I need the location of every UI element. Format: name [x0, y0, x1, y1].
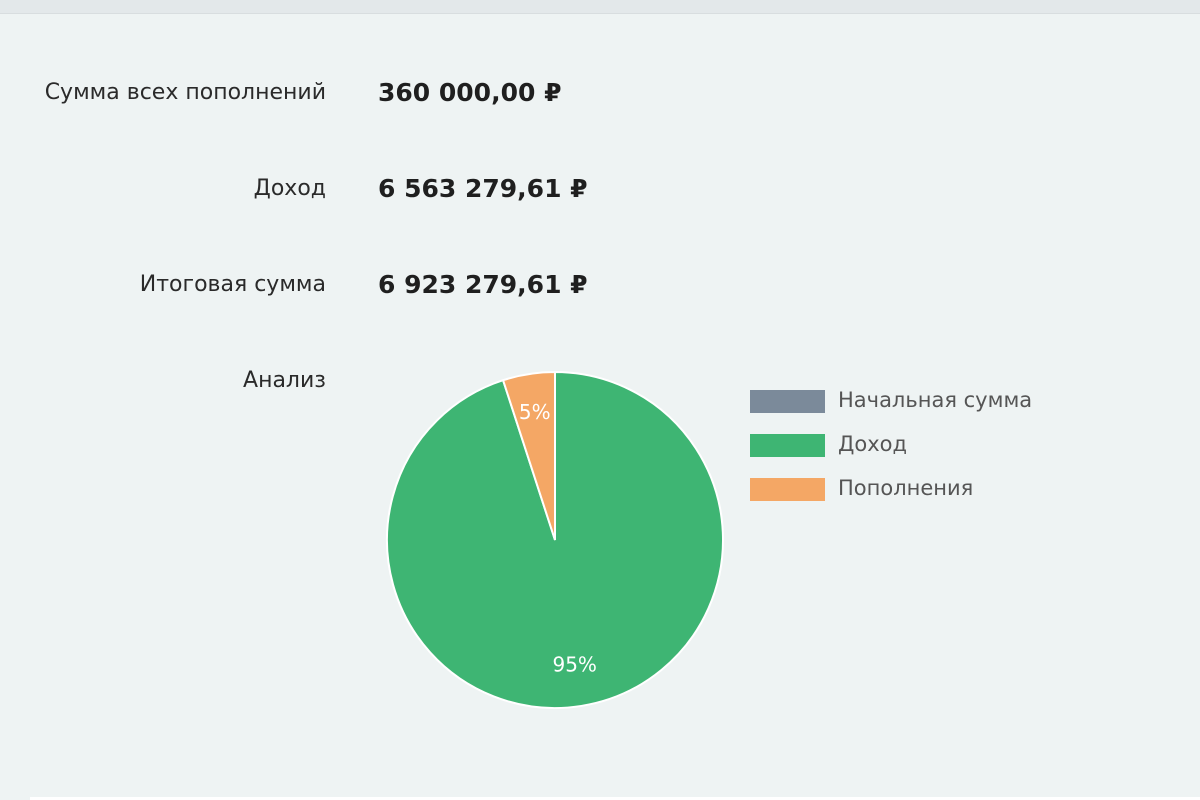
legend-swatch-2 [750, 478, 825, 501]
legend-item-2[interactable]: Пополнения [750, 476, 1050, 520]
top-strip [0, 0, 1200, 14]
pie-slice-label-2: 5% [519, 400, 551, 424]
deposits-value: 360 000,00 ₽ [378, 78, 562, 107]
legend-label-1: Доход [838, 432, 908, 456]
total-value: 6 923 279,61 ₽ [378, 270, 588, 299]
income-row: Доход 6 563 279,61 ₽ [0, 168, 1200, 208]
analysis-row: Анализ [0, 360, 1200, 400]
income-value: 6 563 279,61 ₽ [378, 174, 588, 203]
legend-item-0[interactable]: Начальная сумма [750, 388, 1050, 432]
deposits-label: Сумма всех пополнений [44, 80, 326, 105]
legend-item-1[interactable]: Доход [750, 432, 1050, 476]
bottom-divider [30, 797, 1200, 800]
legend-swatch-0 [750, 390, 825, 413]
total-row: Итоговая сумма 6 923 279,61 ₽ [0, 264, 1200, 304]
analysis-chart: 95% 5% Начальная сумма Доход Пополнения [380, 362, 1060, 722]
legend-label-2: Пополнения [838, 476, 974, 500]
chart-legend: Начальная сумма Доход Пополнения [750, 388, 1050, 520]
legend-label-0: Начальная сумма [838, 388, 1033, 412]
legend-swatch-1 [750, 434, 825, 457]
total-label: Итоговая сумма [139, 272, 326, 297]
deposits-row: Сумма всех пополнений 360 000,00 ₽ [0, 72, 1200, 112]
analysis-label: Анализ [243, 368, 326, 393]
pie-slice-2[interactable] [501, 370, 556, 541]
pie-slice-label-1: 95% [552, 652, 596, 676]
pie-chart: 95% 5% [386, 370, 724, 709]
income-label: Доход [253, 176, 326, 201]
